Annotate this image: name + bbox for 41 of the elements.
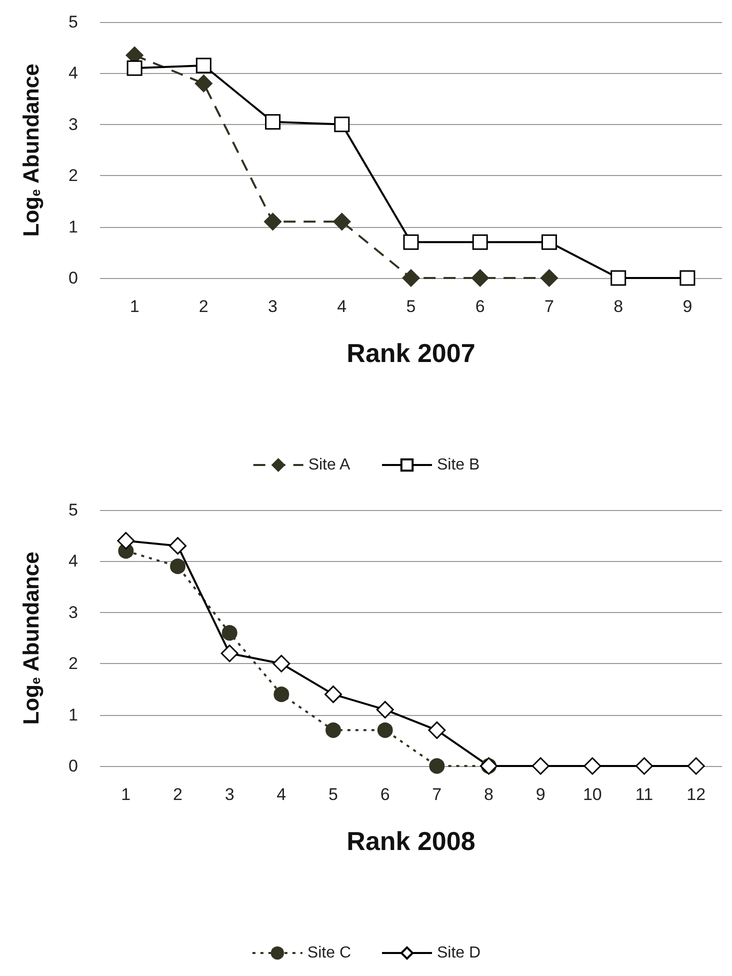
x-tick-label: 9 <box>682 297 692 316</box>
x-tick-label: 2 <box>173 785 182 804</box>
x-tick-label: 5 <box>328 785 338 804</box>
y-tick-label: 0 <box>68 268 78 288</box>
x-tick-label: 10 <box>582 785 602 804</box>
y-tick-label: 2 <box>68 654 78 674</box>
x-tick-label: 7 <box>432 785 442 804</box>
x-tick-label: 11 <box>635 785 654 804</box>
x-tick-label: 4 <box>276 785 286 804</box>
x-tick-label: 3 <box>268 297 278 316</box>
x-tick-label: 9 <box>536 785 546 804</box>
x-tick-label: 2 <box>198 297 208 316</box>
x-tick-label: 6 <box>475 297 485 316</box>
y-tick-label: 3 <box>68 114 78 134</box>
x-tick-label: 8 <box>484 785 494 804</box>
y-tick-label: 1 <box>68 705 78 724</box>
y-tick-label: 1 <box>68 217 78 236</box>
x-tick-label: 1 <box>130 297 140 316</box>
x-tick-label: 8 <box>614 297 624 316</box>
x-tick-label: 3 <box>224 785 234 804</box>
x-tick-label: 5 <box>406 297 416 316</box>
x-tick-label: 1 <box>121 785 131 804</box>
y-tick-label: 3 <box>68 602 78 622</box>
y-axis-title: Loge Abundance <box>18 552 44 725</box>
y-tick-label: 5 <box>68 500 78 520</box>
y-tick-label: 5 <box>68 12 78 32</box>
y-tick-label: 0 <box>68 756 78 776</box>
x-tick-label: 7 <box>544 297 554 316</box>
y-tick-label: 2 <box>68 166 78 186</box>
x-axis-title: Rank 2008 <box>346 826 476 856</box>
y-tick-label: 4 <box>68 64 78 83</box>
x-tick-label: 4 <box>337 297 347 316</box>
y-axis-title: Loge Abundance <box>18 64 44 237</box>
legend-label: Site A <box>308 456 350 474</box>
x-tick-label: 12 <box>686 785 706 804</box>
x-axis-title: Rank 2007 <box>346 338 476 368</box>
legend-label: Site D <box>437 944 481 962</box>
legend-label: Site B <box>437 456 480 474</box>
legend-label: Site C <box>307 944 352 962</box>
y-tick-label: 4 <box>68 552 78 571</box>
x-tick-label: 6 <box>380 785 390 804</box>
